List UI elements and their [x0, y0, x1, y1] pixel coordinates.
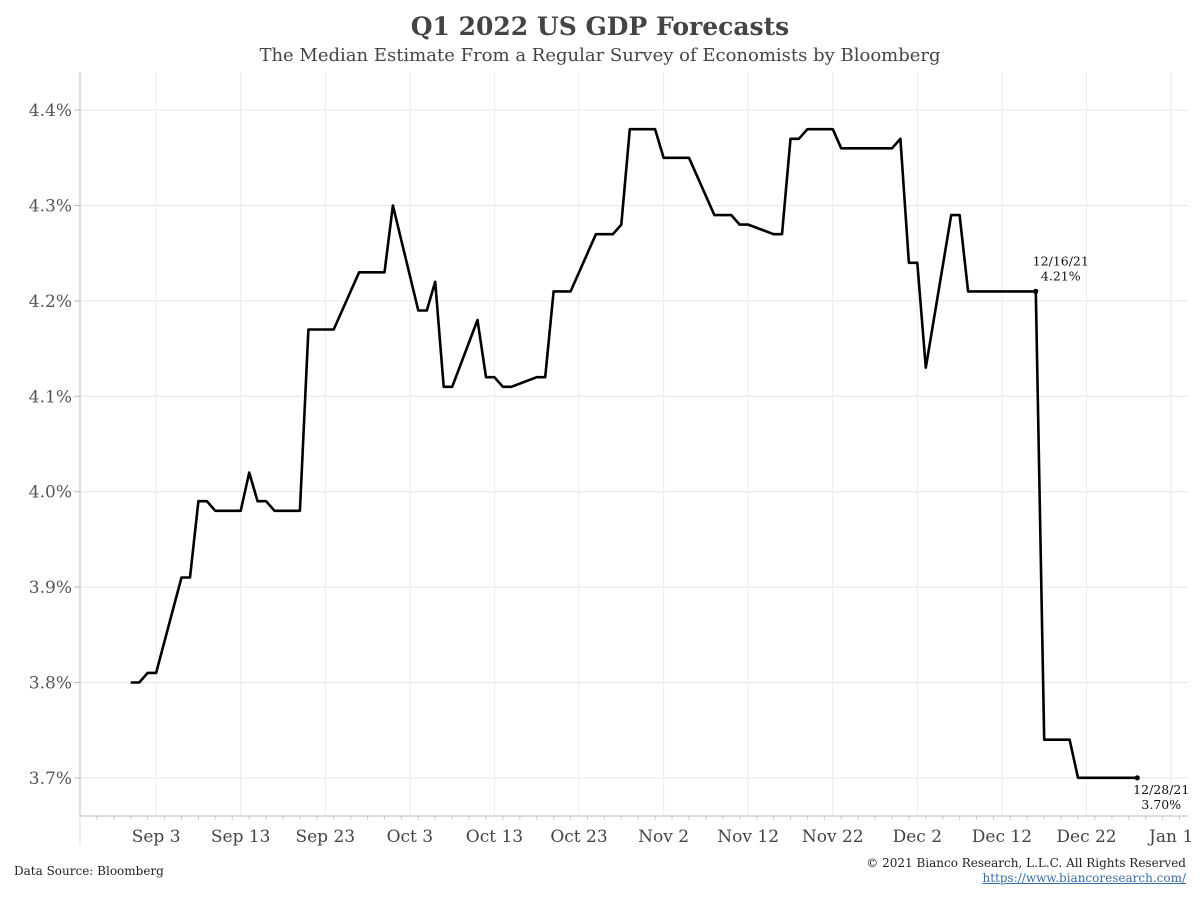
annotation-value-label: 3.70% [1141, 797, 1181, 812]
bianco-research-link[interactable]: https://www.biancoresearch.com/ [982, 871, 1186, 885]
x-tick-label: Sep 13 [211, 827, 271, 847]
x-tick-label: Nov 2 [638, 827, 689, 847]
x-tick-label: Nov 12 [717, 827, 779, 847]
copyright-text: © 2021 Bianco Research, L.L.C. All Right… [866, 856, 1186, 870]
series-layer [130, 127, 1138, 780]
copyright-block: © 2021 Bianco Research, L.L.C. All Right… [866, 856, 1186, 886]
y-tick-label: 3.9% [29, 578, 72, 598]
y-tick-label: 3.8% [29, 673, 72, 693]
x-tick-label: Jan 1 [1147, 827, 1193, 847]
chart-title: Q1 2022 US GDP Forecasts [410, 12, 790, 41]
data-source-note: Data Source: Bloomberg [14, 864, 164, 878]
annotation-date-label: 12/16/21 [1033, 253, 1089, 268]
x-tick-label: Oct 13 [466, 827, 523, 847]
y-tick-label: 4.0% [29, 483, 72, 503]
annotation-value-label: 4.21% [1041, 268, 1081, 283]
axes [74, 72, 1188, 846]
gdp-forecast-series-line [130, 127, 1138, 780]
y-tick-label: 4.1% [29, 387, 72, 407]
x-tick-label: Oct 3 [387, 827, 434, 847]
chart-subtitle: The Median Estimate From a Regular Surve… [259, 45, 941, 66]
x-tick-label: Dec 22 [1056, 827, 1116, 847]
x-tick-label: Oct 23 [550, 827, 607, 847]
x-tick-label: Sep 23 [295, 827, 355, 847]
annotations: 12/16/214.21% 12/28/213.70% [1033, 253, 1190, 811]
y-tick-label: 4.3% [29, 197, 72, 217]
y-tick-label: 4.4% [29, 101, 72, 121]
x-tick-label: Dec 12 [972, 827, 1032, 847]
x-tick-label: Sep 3 [132, 827, 181, 847]
x-tick-label: Dec 2 [893, 827, 942, 847]
annotation-marker [1134, 775, 1140, 781]
x-tick-label: Nov 22 [802, 827, 864, 847]
annotation-date-label: 12/28/21 [1133, 782, 1189, 797]
annotation-marker [1033, 288, 1039, 294]
grid-lines [80, 72, 1188, 816]
y-tick-label: 4.2% [29, 292, 72, 312]
tick-labels: 3.7% 3.8% 3.9% 4.0% 4.1% 4.2% 4.3% 4.4% Sep 3 Sep… [29, 101, 1193, 847]
y-tick-label: 3.7% [29, 769, 72, 789]
